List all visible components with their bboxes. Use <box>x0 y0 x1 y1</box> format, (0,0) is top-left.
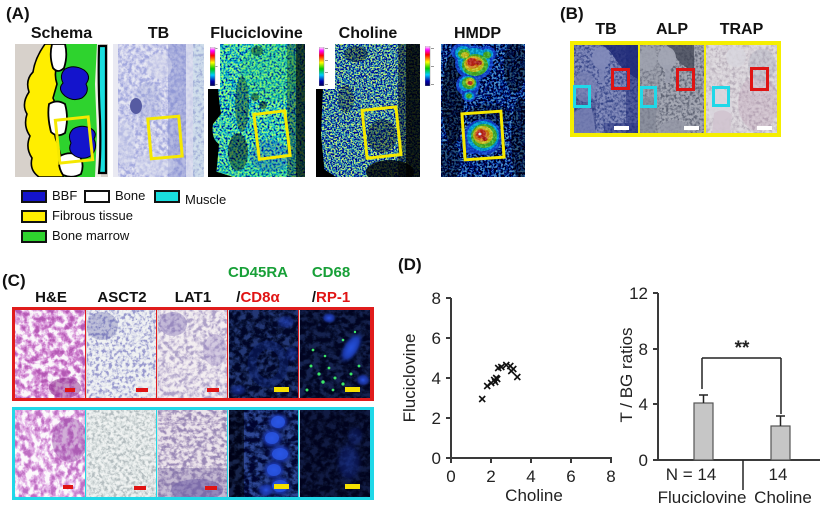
svg-text:6: 6 <box>566 467 575 486</box>
svg-text:0: 0 <box>639 451 648 470</box>
svg-text:4: 4 <box>526 467 535 486</box>
svg-text:4: 4 <box>432 369 441 388</box>
svg-text:**: ** <box>735 338 750 359</box>
svg-text:8: 8 <box>639 340 648 359</box>
svg-text:2: 2 <box>486 467 495 486</box>
svg-text:8: 8 <box>606 467 615 486</box>
svg-text:Fluciclovine: Fluciclovine <box>658 488 747 505</box>
svg-text:Choline: Choline <box>505 486 563 505</box>
svg-text:T / BG ratios: T / BG ratios <box>620 327 636 422</box>
svg-text:0: 0 <box>446 467 455 486</box>
svg-text:12: 12 <box>629 284 648 303</box>
svg-text:N = 14: N = 14 <box>666 465 717 484</box>
svg-text:14: 14 <box>769 465 788 484</box>
svg-text:0: 0 <box>432 449 441 468</box>
svg-text:Fluciclovine: Fluciclovine <box>400 334 419 423</box>
svg-text:Choline: Choline <box>754 488 812 505</box>
svg-text:4: 4 <box>639 395 648 414</box>
svg-text:2: 2 <box>432 409 441 428</box>
svg-text:6: 6 <box>432 329 441 348</box>
svg-text:8: 8 <box>432 289 441 308</box>
